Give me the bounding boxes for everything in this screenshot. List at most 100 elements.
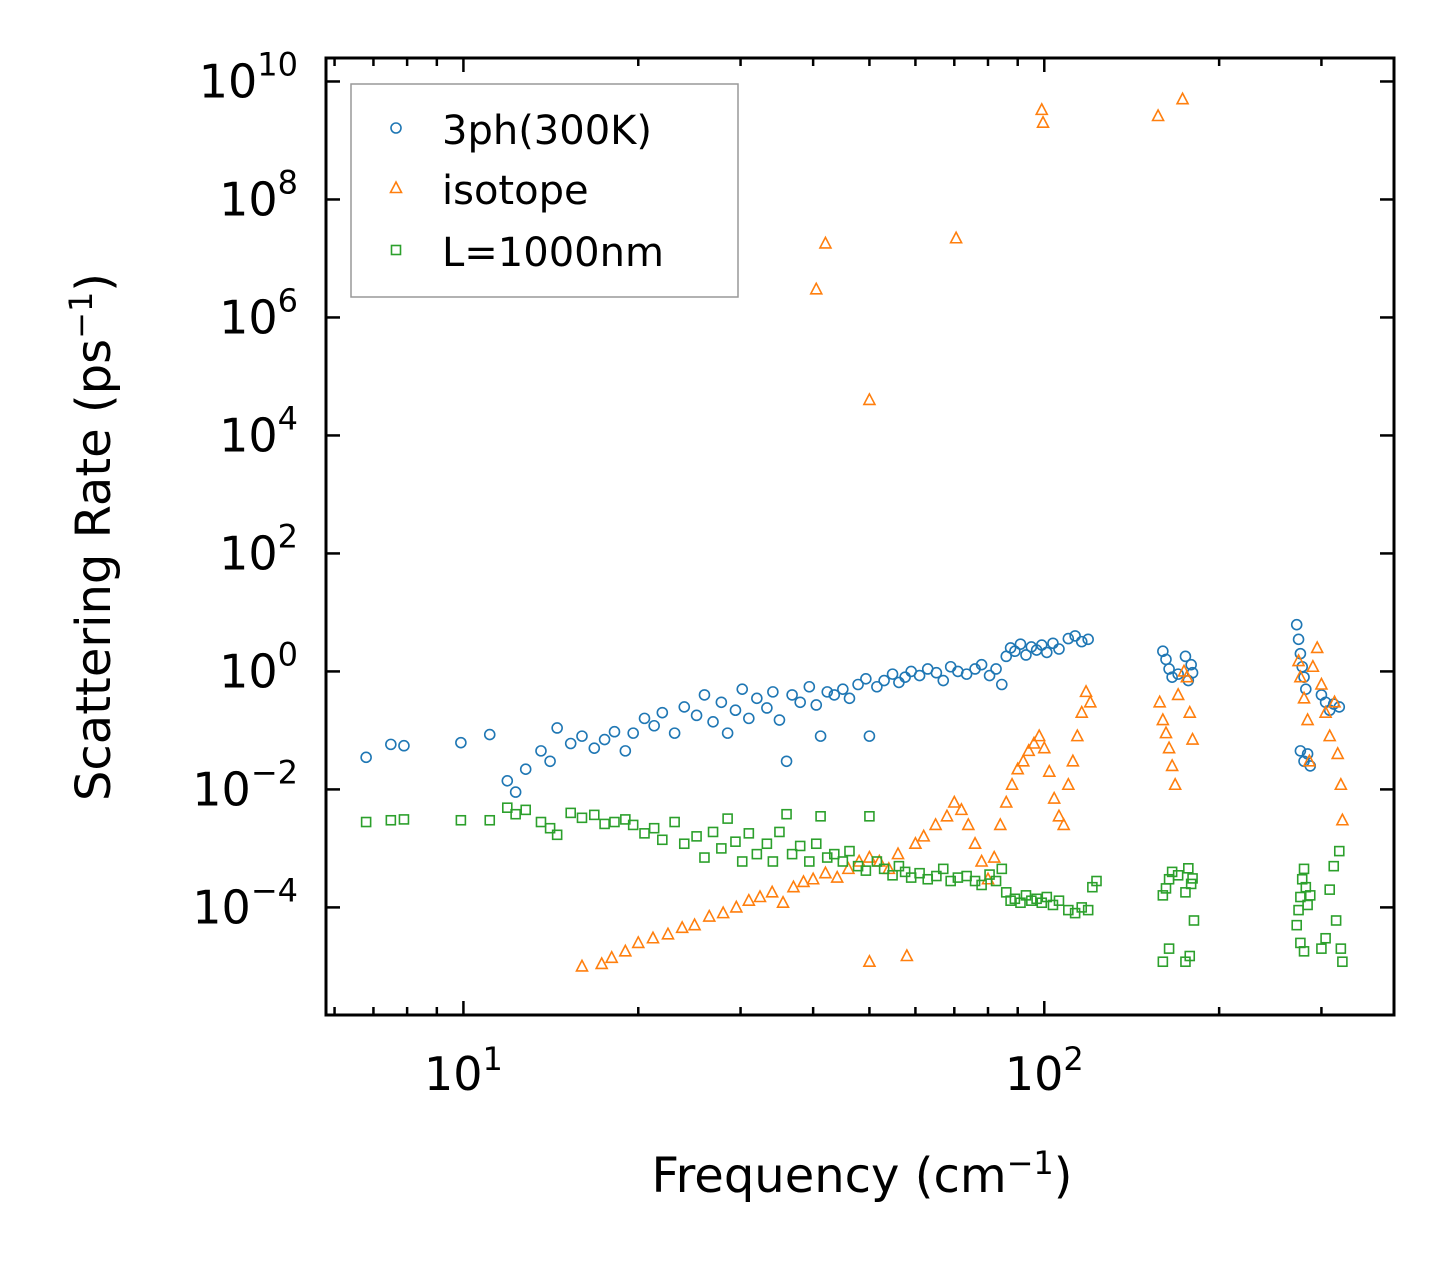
- data-point-boundary: [1069, 907, 1081, 919]
- data-point-3ph: [535, 745, 547, 757]
- y-tick-label: 102: [219, 517, 298, 580]
- data-point-3ph: [786, 689, 798, 701]
- data-point-3ph: [937, 674, 950, 687]
- data-point-isotope: [646, 930, 660, 944]
- data-point-isotope: [675, 920, 689, 934]
- data-point-boundary: [1298, 946, 1310, 957]
- data-point-boundary: [501, 802, 513, 813]
- data-point-boundary: [535, 816, 547, 828]
- data-point-boundary: [1041, 891, 1053, 903]
- y-tick-label: 10−2: [192, 753, 298, 816]
- data-point-isotope: [1168, 777, 1182, 791]
- data-point-isotope: [1185, 731, 1200, 745]
- data-point-3ph: [1009, 645, 1021, 658]
- data-point-isotope: [687, 917, 702, 931]
- series-triangle: [575, 91, 1350, 972]
- data-point-boundary: [722, 813, 733, 824]
- data-point-isotope: [908, 836, 923, 850]
- data-point-isotope: [1061, 777, 1076, 791]
- data-point-isotope: [954, 802, 969, 816]
- data-point-3ph: [863, 730, 876, 742]
- data-point-isotope: [702, 908, 717, 922]
- y-tick-label: 106: [219, 281, 298, 344]
- data-point-isotope: [809, 281, 824, 295]
- data-point-3ph: [743, 712, 755, 725]
- data-point-boundary: [860, 865, 872, 876]
- data-point-isotope: [1010, 761, 1025, 775]
- data-point-isotope: [575, 958, 589, 972]
- data-point-isotope: [968, 836, 982, 850]
- data-point-boundary: [669, 816, 680, 828]
- data-point-3ph: [878, 674, 890, 687]
- data-point-boundary: [887, 870, 898, 881]
- data-point-isotope: [604, 950, 619, 964]
- data-point-boundary: [599, 818, 610, 830]
- data-point-boundary: [707, 826, 719, 838]
- data-point-isotope: [1300, 712, 1315, 726]
- data-point-3ph: [385, 738, 397, 751]
- data-point-boundary: [520, 804, 531, 816]
- data-point-3ph: [668, 727, 681, 739]
- data-point-3ph: [828, 689, 841, 701]
- data-point-3ph: [899, 671, 911, 683]
- data-point-isotope: [1052, 808, 1066, 822]
- data-point-boundary: [1328, 860, 1340, 872]
- data-point-boundary: [1157, 890, 1169, 901]
- data-point-boundary: [1330, 915, 1342, 926]
- legend-markers: [389, 122, 403, 256]
- data-point-isotope: [1162, 740, 1176, 754]
- data-point-boundary: [945, 875, 956, 887]
- data-point-isotope: [1005, 777, 1019, 791]
- data-point-isotope: [999, 794, 1014, 808]
- series-square: [360, 802, 1348, 968]
- data-point-boundary: [844, 845, 855, 857]
- data-point-3ph: [576, 730, 588, 742]
- data-point-isotope: [1291, 653, 1306, 667]
- data-point-isotope: [1175, 91, 1190, 105]
- data-point-isotope: [786, 879, 801, 893]
- legend-marker-triangle: [389, 180, 403, 194]
- data-point-boundary: [1293, 904, 1304, 916]
- data-point-isotope: [661, 926, 675, 940]
- data-point-3ph: [803, 680, 816, 693]
- legend-label-3ph: 3ph(300K): [442, 108, 652, 154]
- data-point-boundary: [1320, 932, 1331, 944]
- data-point-boundary: [990, 875, 1002, 887]
- legend-label-boundary: L=1000nm: [442, 230, 664, 276]
- data-point-boundary: [1337, 956, 1348, 968]
- x-tick-labels: 101 102: [424, 1040, 1084, 1101]
- data-point-3ph: [860, 672, 872, 685]
- data-point-boundary: [1316, 943, 1327, 954]
- data-point-isotope: [1027, 735, 1041, 749]
- data-point-3ph: [509, 786, 522, 798]
- data-point-3ph: [761, 702, 773, 714]
- data-point-3ph: [715, 696, 728, 709]
- data-point-3ph: [1185, 658, 1197, 671]
- data-point-3ph: [1040, 646, 1053, 659]
- data-point-isotope: [993, 817, 1008, 831]
- data-point-isotope: [1165, 758, 1179, 772]
- data-point-isotope: [818, 865, 833, 879]
- data-point-boundary: [699, 852, 710, 863]
- data-point-isotope: [1327, 694, 1342, 708]
- data-point-isotope: [1310, 640, 1325, 654]
- data-point-3ph: [852, 678, 864, 691]
- data-point-boundary: [794, 840, 806, 852]
- data-point-boundary: [743, 828, 755, 839]
- data-point-isotope: [1182, 704, 1197, 718]
- data-point-boundary: [1180, 887, 1191, 898]
- data-point-boundary: [804, 856, 815, 867]
- data-point-3ph: [886, 668, 899, 680]
- data-point-isotope: [852, 853, 866, 867]
- data-point-boundary: [730, 836, 741, 847]
- data-point-3ph: [1294, 745, 1307, 757]
- data-point-3ph: [944, 660, 957, 673]
- data-point-isotope: [1171, 687, 1185, 701]
- legend-marker-square: [390, 244, 402, 256]
- data-point-boundary: [565, 807, 576, 819]
- data-point-isotope: [830, 869, 844, 883]
- data-point-3ph: [810, 699, 823, 711]
- data-point-boundary: [1324, 884, 1335, 895]
- data-point-isotope: [1074, 704, 1089, 718]
- data-point-isotope: [594, 956, 609, 970]
